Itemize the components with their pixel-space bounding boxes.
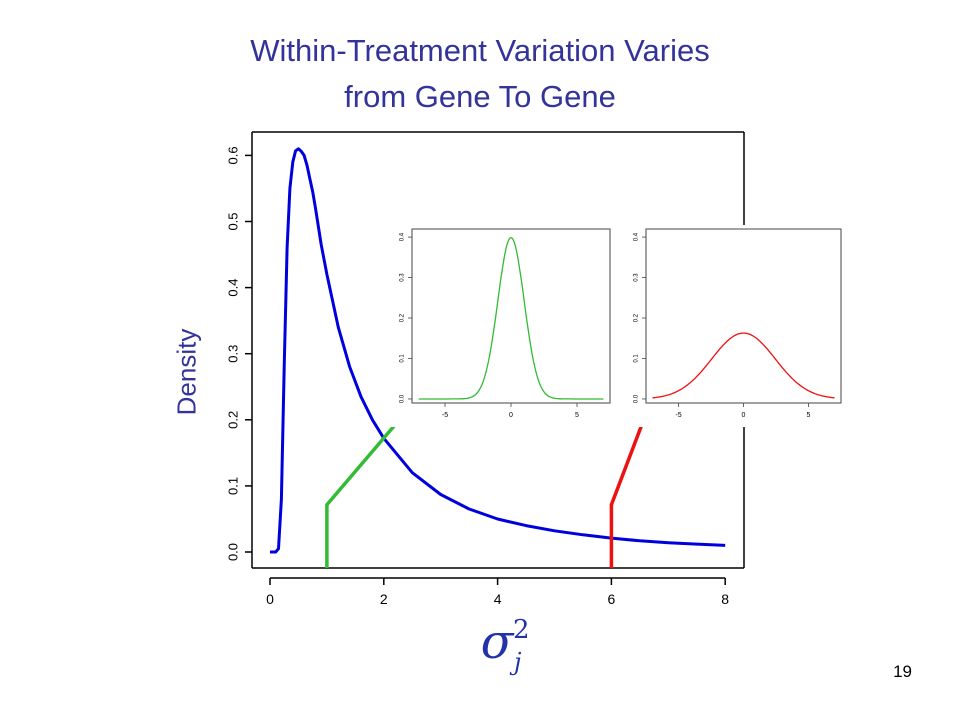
y-tick-label: 0.4 xyxy=(225,279,240,297)
main-density-plot: 0.0 0.1 0.2 0.3 0.4 0.5 0.6 0 2 4 6 8 xyxy=(225,131,745,607)
inset-y-tick-label: 0.4 xyxy=(400,232,406,241)
inset-plot-green: 0.0 0.1 0.2 0.3 0.4 -5 0 5 xyxy=(386,225,614,427)
inset-plot-red: 0.0 0.1 0.2 0.3 0.4 -5 0 5 xyxy=(620,225,845,427)
y-tick-label: 0.0 xyxy=(225,543,240,561)
density-curve xyxy=(270,147,726,554)
inset-x-tick-label: 5 xyxy=(807,412,811,419)
x-tick-label: 4 xyxy=(494,591,502,607)
x-tick-label: 6 xyxy=(608,591,616,607)
inset-y-tick-label: 0.3 xyxy=(400,273,406,282)
inset-y-tick-label: 0.1 xyxy=(400,354,406,363)
slide-title: Within-Treatment Variation Varies from G… xyxy=(0,28,960,120)
inset-y-tick-label: 0.2 xyxy=(400,313,406,322)
inset-y-tick-label: 0.2 xyxy=(634,313,640,322)
title-line-1: Within-Treatment Variation Varies xyxy=(250,33,710,68)
inset-y-tick-label: 0.0 xyxy=(400,394,406,403)
inset-y-tick-label: 0.1 xyxy=(634,354,640,363)
inset-x-tick-label: 5 xyxy=(575,412,579,419)
y-tick-label: 0.1 xyxy=(225,477,240,495)
sigma-superscript: 2 xyxy=(513,615,530,645)
x-tick-label: 8 xyxy=(721,591,729,607)
y-tick-label: 0.5 xyxy=(225,212,240,230)
inset-y-tick-label: 0.3 xyxy=(634,273,640,282)
x-tick-label: 2 xyxy=(380,591,388,607)
inset-background xyxy=(386,225,614,427)
y-tick-label: 0.6 xyxy=(225,146,240,164)
inset-y-tick-label: 0.0 xyxy=(634,394,640,403)
red-normal-curve xyxy=(652,332,835,399)
title-line-2: from Gene To Gene xyxy=(344,79,616,114)
green-normal-curve xyxy=(418,236,604,400)
inset-background xyxy=(620,225,845,427)
inset-y-tick-label: 0.4 xyxy=(634,232,640,241)
page-number: 19 xyxy=(893,662,912,681)
x-tick-label: 0 xyxy=(266,591,274,607)
inset-x-tick-label: -5 xyxy=(675,412,681,419)
y-tick-label: 0.3 xyxy=(225,345,240,363)
inset-x-tick-label: 0 xyxy=(742,412,746,419)
inset-x-tick-label: 0 xyxy=(509,412,513,419)
x-axis-label-sigma: σ 2 j xyxy=(481,614,530,676)
inset-x-tick-label: -5 xyxy=(442,412,448,419)
y-tick-label: 0.2 xyxy=(225,411,240,429)
sigma-symbol: σ xyxy=(481,614,515,670)
